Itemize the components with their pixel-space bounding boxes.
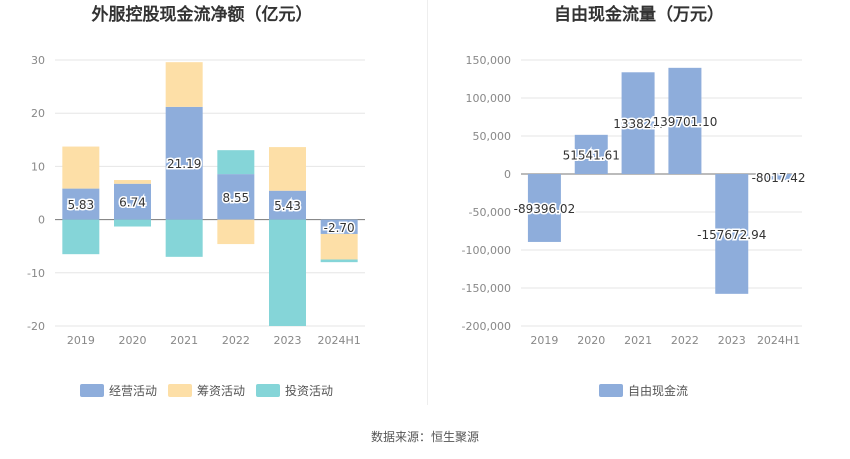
data-label: 139701.10 xyxy=(652,115,717,129)
y-tick-label: 0 xyxy=(38,214,45,227)
data-label: 8.55 xyxy=(222,191,249,205)
x-tick-label: 2020 xyxy=(577,334,605,347)
data-label: 51541.61 xyxy=(563,148,620,162)
bar-series-2 xyxy=(269,219,306,326)
data-label: -157672.94 xyxy=(697,228,766,242)
legend-label: 自由现金流 xyxy=(628,383,688,398)
x-tick-label: 2023 xyxy=(274,334,302,347)
data-label: 133827. xyxy=(613,117,663,131)
bar-primary xyxy=(762,174,796,181)
data-label: 5.83 xyxy=(67,198,94,212)
legend-swatch xyxy=(168,384,192,397)
data-label: -2.70 xyxy=(324,221,355,235)
x-tick-label: 2019 xyxy=(530,334,558,347)
bar-primary xyxy=(621,72,655,174)
y-tick-label: -50,000 xyxy=(469,206,511,219)
bar-series-1 xyxy=(165,62,203,107)
x-tick-label: 2024H1 xyxy=(318,334,361,347)
x-tick-label: 2022 xyxy=(671,334,699,347)
x-tick-label: 2020 xyxy=(119,334,147,347)
y-tick-label: 150,000 xyxy=(466,54,512,67)
y-tick-label: 30 xyxy=(31,54,45,67)
data-label: -8017.42 xyxy=(752,171,806,185)
y-tick-label: -200,000 xyxy=(462,320,511,333)
x-tick-label: 2021 xyxy=(624,334,652,347)
bar-series-1 xyxy=(114,180,151,184)
legend-label: 投资活动 xyxy=(285,383,333,398)
bar-primary xyxy=(574,134,608,174)
data-label: 6.74 xyxy=(119,196,146,210)
bar-primary xyxy=(114,183,151,220)
y-tick-label: -10 xyxy=(27,267,45,280)
bar-primary xyxy=(217,174,255,220)
data-label: 21.19 xyxy=(167,157,201,171)
bar-primary xyxy=(715,174,749,294)
legend-swatch xyxy=(256,384,280,397)
y-tick-label: 50,000 xyxy=(473,130,512,143)
bar-primary xyxy=(668,67,702,174)
x-tick-label: 2022 xyxy=(222,334,250,347)
legend-swatch xyxy=(599,384,623,397)
bar-primary xyxy=(269,190,306,220)
bar-series-2 xyxy=(165,219,203,257)
bar-series-2 xyxy=(62,219,100,255)
bar-primary xyxy=(62,188,100,220)
chart-title: 外服控股现金流净额（亿元） xyxy=(92,4,313,25)
legend-label: 经营活动 xyxy=(109,384,157,398)
bar-series-2 xyxy=(320,259,358,263)
y-tick-label: -100,000 xyxy=(462,244,511,257)
legend-swatch xyxy=(80,384,104,397)
y-tick-label: -20 xyxy=(27,320,45,333)
y-tick-label: 10 xyxy=(31,160,45,173)
bar-series-1 xyxy=(217,219,255,245)
bar-primary xyxy=(320,219,358,234)
chart-title: 自由现金流量（万元） xyxy=(554,4,724,25)
x-tick-label: 2021 xyxy=(170,334,198,347)
bar-series-2 xyxy=(114,219,151,227)
data-label: 5.43 xyxy=(274,199,301,213)
panel-divider xyxy=(427,0,428,405)
y-tick-label: 100,000 xyxy=(466,92,512,105)
bar-series-1 xyxy=(320,233,358,260)
data-label: -89396.02 xyxy=(514,202,576,216)
data-source-note: 数据来源：恒生聚源 xyxy=(370,430,479,444)
x-tick-label: 2019 xyxy=(67,334,95,347)
y-tick-label: -150,000 xyxy=(462,282,511,295)
bar-primary xyxy=(165,106,203,220)
x-tick-label: 2023 xyxy=(718,334,746,347)
x-tick-label: 2024H1 xyxy=(757,334,800,347)
bar-series-1 xyxy=(62,146,100,189)
bar-series-1 xyxy=(269,147,306,191)
bar-series-2 xyxy=(217,150,255,175)
y-tick-label: 20 xyxy=(31,107,45,120)
bar-primary xyxy=(527,174,561,242)
legend-label: 筹资活动 xyxy=(197,384,245,398)
y-tick-label: 0 xyxy=(504,168,511,181)
